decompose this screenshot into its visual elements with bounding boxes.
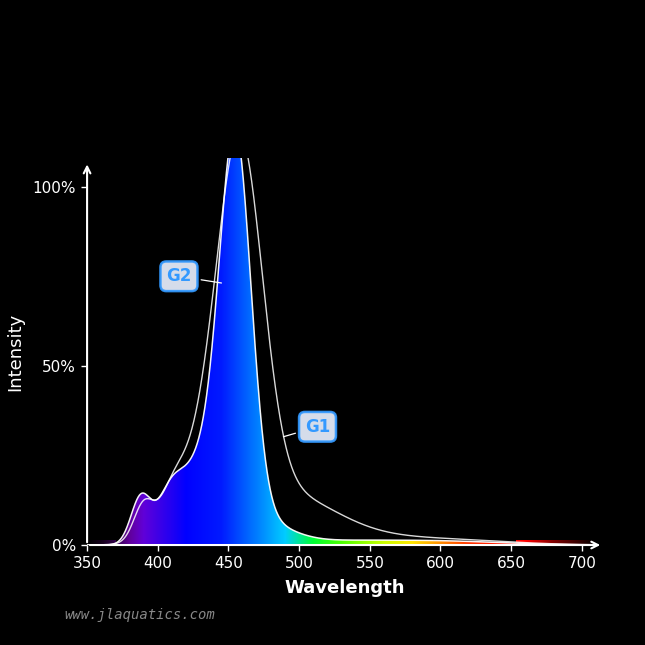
Text: G1: G1 [283, 418, 330, 437]
Text: www.jlaquatics.com: www.jlaquatics.com [64, 608, 215, 622]
Text: G2: G2 [166, 267, 221, 285]
Y-axis label: Intensity: Intensity [6, 312, 24, 391]
X-axis label: Wavelength: Wavelength [285, 579, 405, 597]
